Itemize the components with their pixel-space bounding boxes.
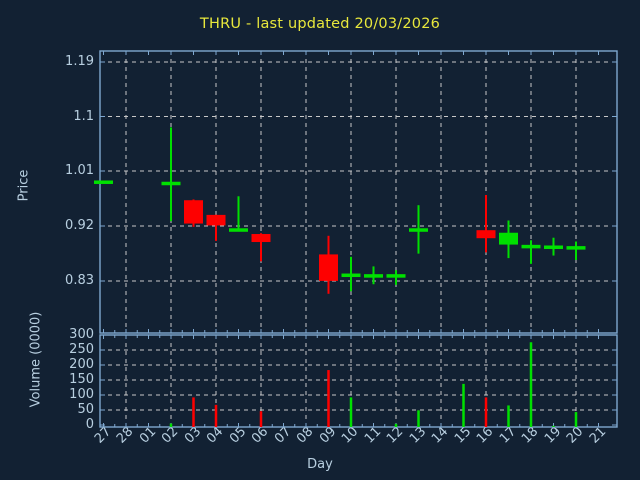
candle-10 [341,256,361,292]
x-axis-label: Day [307,457,333,472]
candlestick-series [94,127,586,294]
candle-11 [364,266,383,285]
axis-frame [99,50,618,428]
candle-02 [161,127,181,222]
candle-03 [184,199,203,227]
candle-20 [566,241,586,261]
candle-13 [409,205,428,254]
candle-18 [521,240,541,264]
candle-19 [544,237,563,256]
price-tick-0.83: 0.83 [65,273,94,288]
chart-title: THRU - last updated 20/03/2026 [199,16,441,32]
candle-04 [206,214,226,241]
volume-series [169,342,578,427]
price-tick-1.1: 1.1 [73,108,94,124]
candle-05 [229,196,248,232]
grid-lines [100,51,617,427]
volume-tick-0: 0 [85,417,94,432]
volume-tick-200: 200 [69,357,94,372]
candle-12 [386,270,406,285]
price-tick-1.19: 1.19 [65,54,94,69]
volume-tick-100: 100 [69,387,94,402]
volume-tick-300: 300 [69,327,94,342]
candle-16 [476,194,496,253]
volume-tick-labels: 300 250 200 150 100 50 0 [20,0,94,480]
price-tick-1.01: 1.01 [65,163,94,178]
volume-tick-150: 150 [69,372,94,387]
price-tick-0.92: 0.92 [65,218,94,233]
candle-09 [319,235,338,294]
candle-27 [94,180,113,184]
volume-tick-250: 250 [69,342,94,357]
price-tick-labels: 1.19 1.1 1.01 0.92 0.83 [20,0,94,480]
candle-06 [251,233,271,262]
candle-17 [499,220,518,259]
volume-tick-50: 50 [77,402,94,417]
